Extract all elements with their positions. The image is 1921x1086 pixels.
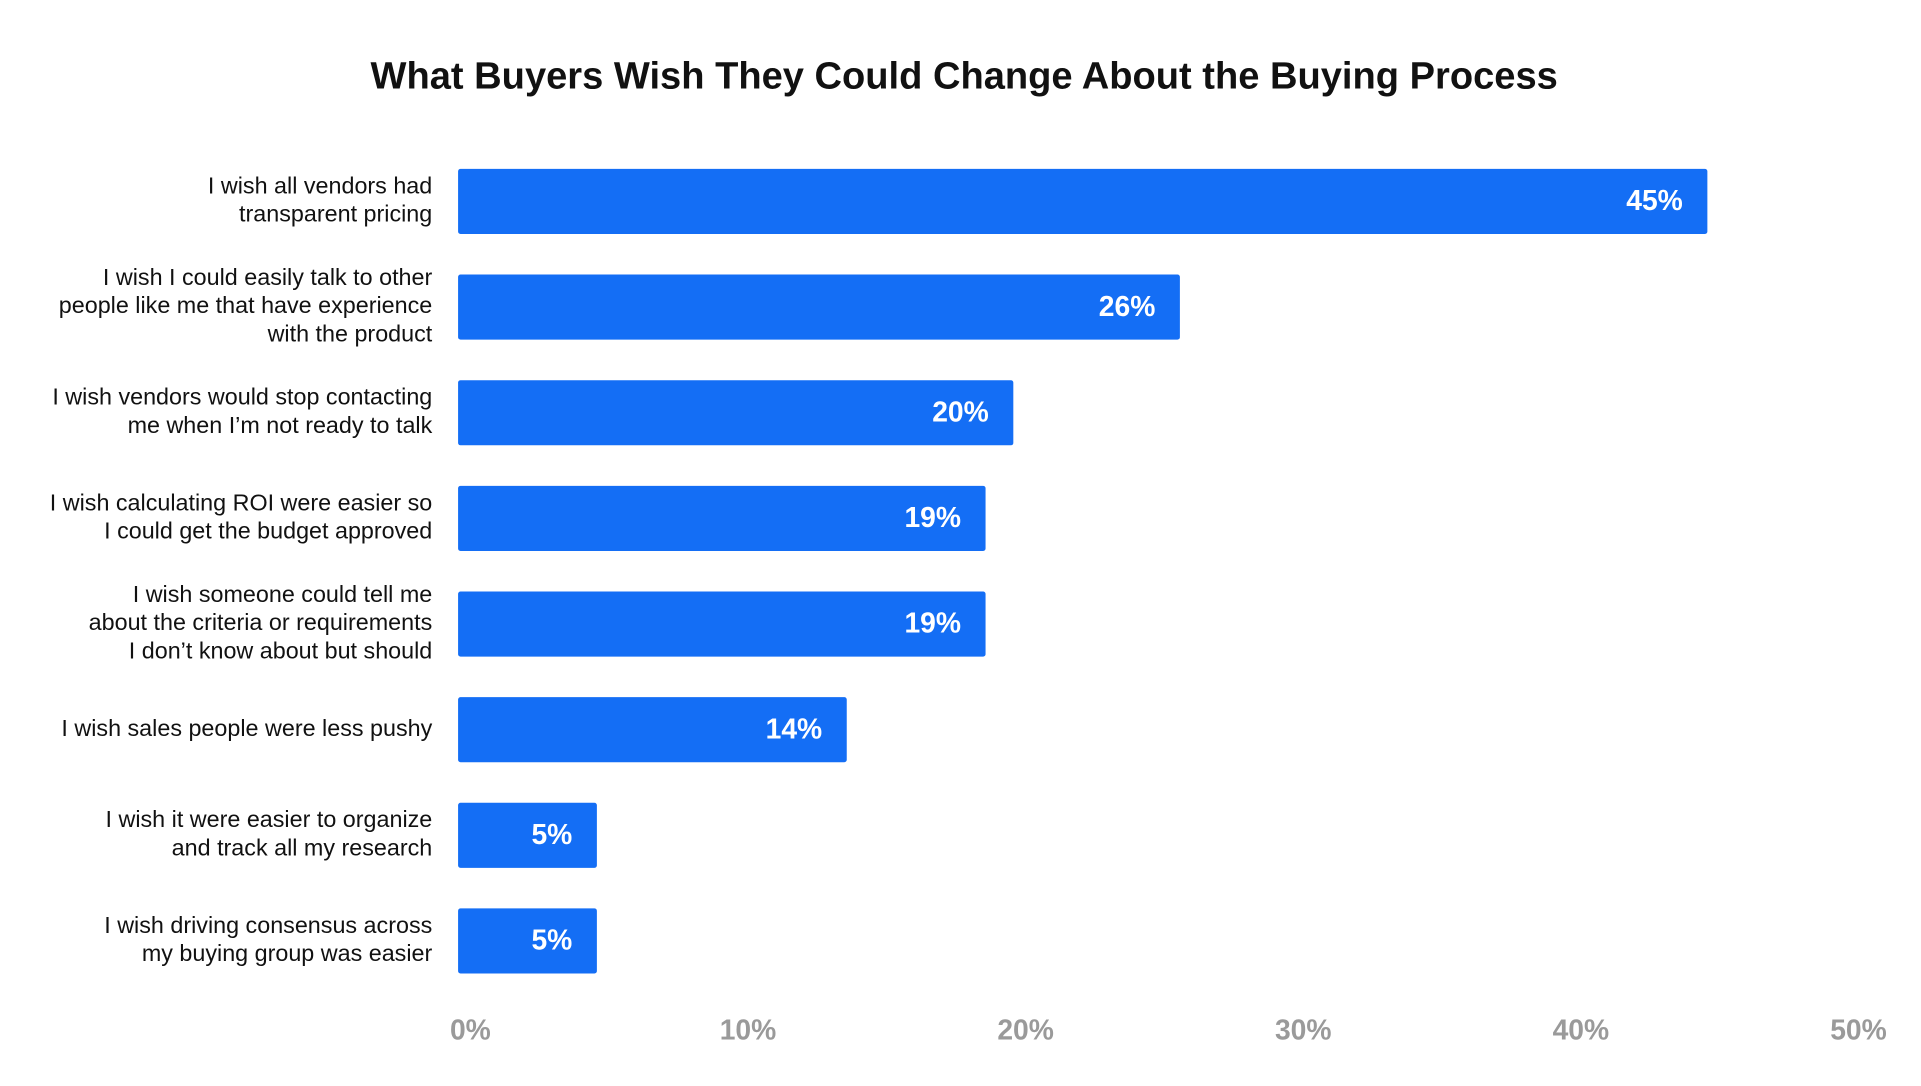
- bar: [458, 485, 986, 551]
- x-tick-label: 20%: [997, 1013, 1054, 1045]
- chart-title: What Buyers Wish They Could Change About…: [371, 56, 1558, 98]
- bar-value-label: 45%: [1626, 184, 1683, 216]
- x-tick-label: 50%: [1830, 1013, 1887, 1045]
- x-tick-label: 30%: [1275, 1013, 1332, 1045]
- bar: [458, 591, 986, 657]
- y-category-label: I wish vendors would stop contacting me w…: [52, 384, 432, 438]
- bar-value-label: 19%: [904, 501, 961, 533]
- y-category-label: I wish it were easier to organize and tra…: [106, 806, 433, 860]
- bar: [458, 168, 1708, 235]
- x-tick-label: 0%: [450, 1013, 491, 1045]
- bar: [458, 908, 597, 974]
- y-category-label: I wish sales people were less pushy: [61, 715, 432, 741]
- bar-value-label: 20%: [932, 395, 989, 427]
- bar-value-label: 5%: [531, 818, 572, 850]
- y-category-label: I wish I could easily talk to other peopl…: [59, 264, 433, 347]
- bar: [458, 274, 1180, 340]
- bar-value-label: 14%: [766, 712, 823, 744]
- y-category-label: I wish driving consensus across my buying…: [104, 912, 432, 966]
- y-category-label: I wish all vendors had transparent pricin…: [208, 172, 432, 226]
- bar-value-label: 19%: [904, 607, 961, 639]
- bar: [458, 380, 1014, 446]
- x-tick-label: 10%: [720, 1013, 777, 1045]
- bar-value-label: 5%: [531, 924, 572, 956]
- bar-value-label: 26%: [1099, 290, 1156, 322]
- bar: [458, 697, 847, 763]
- x-tick-label: 40%: [1553, 1013, 1610, 1045]
- y-category-label: I wish someone could tell me about the cr…: [89, 581, 433, 664]
- bar: [458, 802, 597, 868]
- y-category-label: I wish calculating ROI were easier so I c…: [50, 489, 432, 543]
